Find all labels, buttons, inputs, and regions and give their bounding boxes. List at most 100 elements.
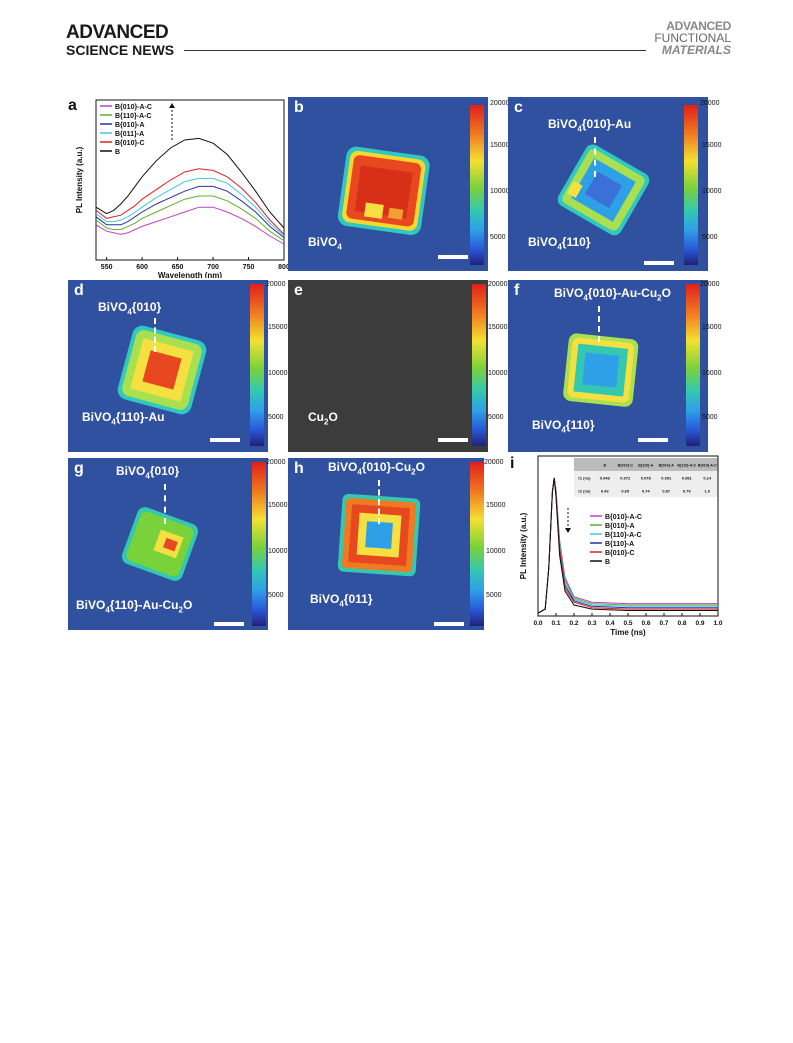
x-tick-label: 0.0: [533, 620, 542, 627]
colorbar-tick: 10000: [486, 548, 506, 555]
series-line: [95, 168, 285, 235]
colorbar: [252, 462, 266, 626]
colorbar-tick: 10000: [490, 188, 510, 195]
panel-g-label: g: [74, 460, 84, 477]
annotation-arrow: [378, 480, 380, 524]
colorbar-tick: 5000: [268, 592, 284, 599]
x-tick-label: 600: [136, 264, 148, 271]
colorbar: [686, 284, 700, 446]
legend-entry: B{010}-A: [605, 523, 635, 530]
annotation-bivo4-010: BiVO4{010}: [116, 464, 180, 481]
annotation-arrow: [594, 137, 596, 177]
panel-e: e Cu2O: [288, 280, 488, 452]
legend-entry: B: [115, 149, 120, 156]
panel-f-label: f: [514, 282, 520, 299]
logo-functional: FUNCTIONAL: [654, 31, 731, 45]
table-header-cell: B: [603, 464, 606, 468]
x-tick-label: 750: [243, 264, 255, 271]
x-tick-label: 0.8: [677, 620, 686, 627]
colorbar-tick: 20000: [266, 281, 286, 288]
pl-map-b: [337, 146, 430, 236]
annotation-bivo4-011: BiVO4{011}: [310, 592, 373, 609]
chart-i-svg: i 0.0 0.1 0.2 0.3 0.4 0.5 0.6 0.7 0.8 0.9 1.0 Time (…: [510, 455, 723, 637]
logo-advanced: ADVANCED: [666, 19, 731, 33]
journal-header-left: ADVANCED SCIENCE NEWS: [66, 22, 174, 58]
colorbar-tick: 10000: [702, 370, 722, 377]
panel-e-label: e: [294, 282, 303, 299]
table-cell: 0.87: [662, 489, 671, 494]
annotation-bivo4-010-au-cu2o: BiVO4{010}-Au-Cu2O: [554, 286, 671, 303]
colorbar-tick: 5000: [702, 234, 718, 241]
colorbar-tick: 10000: [268, 370, 288, 377]
colorbar: [250, 284, 264, 446]
scale-bar: [644, 261, 674, 265]
colorbar: [470, 105, 484, 265]
panel-i-label: i: [510, 455, 514, 472]
annotation-bivo4-110: BiVO4{110}: [528, 235, 591, 252]
colorbar-tick: 15000: [268, 324, 288, 331]
table-header-cell: B{010}-A: [659, 464, 675, 468]
pl-map-g: [121, 507, 199, 581]
x-tick-label: 550: [101, 264, 113, 271]
inset-table-header: [574, 458, 718, 471]
legend-entry: B{110}-A-C: [115, 113, 152, 120]
trend-arrow-head: [169, 103, 175, 108]
table-cell: 0.072: [620, 476, 631, 481]
legend-entry: B{010}-A-C: [115, 104, 152, 111]
colorbar: [470, 462, 484, 626]
scale-bar: [214, 622, 244, 626]
colorbar-tick: 15000: [486, 502, 506, 509]
legend-entry: B{110}-A-C: [605, 532, 642, 539]
colorbar-tick: 15000: [702, 142, 722, 149]
colorbar-tick: 5000: [702, 414, 718, 421]
series-line: [95, 206, 285, 245]
x-tick-label: 700: [207, 264, 219, 271]
colorbar-tick: 20000: [490, 100, 510, 107]
x-axis-label: Wavelength (nm): [158, 271, 222, 278]
colorbar-tick: 10000: [268, 548, 288, 555]
series-line: [537, 477, 718, 614]
annotation-arrow: [598, 306, 600, 342]
legend-entry: B{010}-A: [115, 122, 145, 129]
colorbar-tick: 20000: [700, 100, 720, 107]
table-cell: 0.74: [642, 489, 651, 494]
chart-a-svg: a 550 600 650 700 750 800 Wavelength (nm) PL Int…: [68, 97, 290, 280]
table-cell: 0.078: [641, 476, 652, 481]
colorbar: [472, 284, 486, 446]
colorbar-tick: 15000: [268, 502, 288, 509]
table-cell: 0.081: [682, 476, 693, 481]
colorbar-tick: 15000: [490, 142, 510, 149]
x-tick-label: 0.3: [587, 620, 596, 627]
panel-a: a 550 600 650 700 750 800 Wavelength (nm) PL Int…: [66, 96, 290, 280]
header-advanced: ADVANCED: [66, 22, 169, 43]
colorbar-tick: 20000: [488, 281, 508, 288]
panel-d-label: d: [74, 282, 84, 299]
pl-map-c: [557, 144, 650, 236]
panel-g: g BiVO4{010} BiVO4{110}-Au-Cu2O: [68, 458, 268, 630]
x-tick-label: 800: [278, 264, 288, 271]
table-header-cell: B{110}-A-C: [677, 464, 696, 468]
trend-arrow-head: [565, 528, 571, 533]
panel-b-label: b: [294, 99, 304, 116]
panel-h-label: h: [294, 460, 304, 477]
colorbar-tick: 15000: [488, 324, 508, 331]
series-line: [95, 137, 285, 229]
annotation-bivo4-010-au: BiVO4{010}-Au: [548, 117, 632, 134]
table-cell: τ1 (ns): [578, 476, 591, 481]
scale-bar: [210, 438, 240, 442]
panel-d: d BiVO4{010} BiVO4{110}-Au: [68, 280, 268, 452]
x-tick-label: 0.1: [551, 620, 560, 627]
panel-i: i 0.0 0.1 0.2 0.3 0.4 0.5 0.6 0.7 0.8 0.9 1.0 Time (…: [508, 452, 723, 638]
x-tick-label: 0.4: [605, 620, 614, 627]
journal-logo-right: ADVANCED FUNCTIONAL MATERIALS: [654, 20, 731, 56]
x-tick-label: 0.7: [659, 620, 668, 627]
legend-entry: B{010}-A-C: [605, 514, 642, 521]
panel-c-label: c: [514, 99, 523, 116]
scale-bar: [438, 255, 468, 259]
table-header-cell: B{010}-C: [618, 464, 634, 468]
pl-map-h: [337, 493, 421, 577]
scale-bar: [434, 622, 464, 626]
colorbar: [684, 105, 698, 265]
x-axis-label: Time (ns): [610, 628, 646, 637]
panel-a-label: a: [68, 97, 77, 114]
